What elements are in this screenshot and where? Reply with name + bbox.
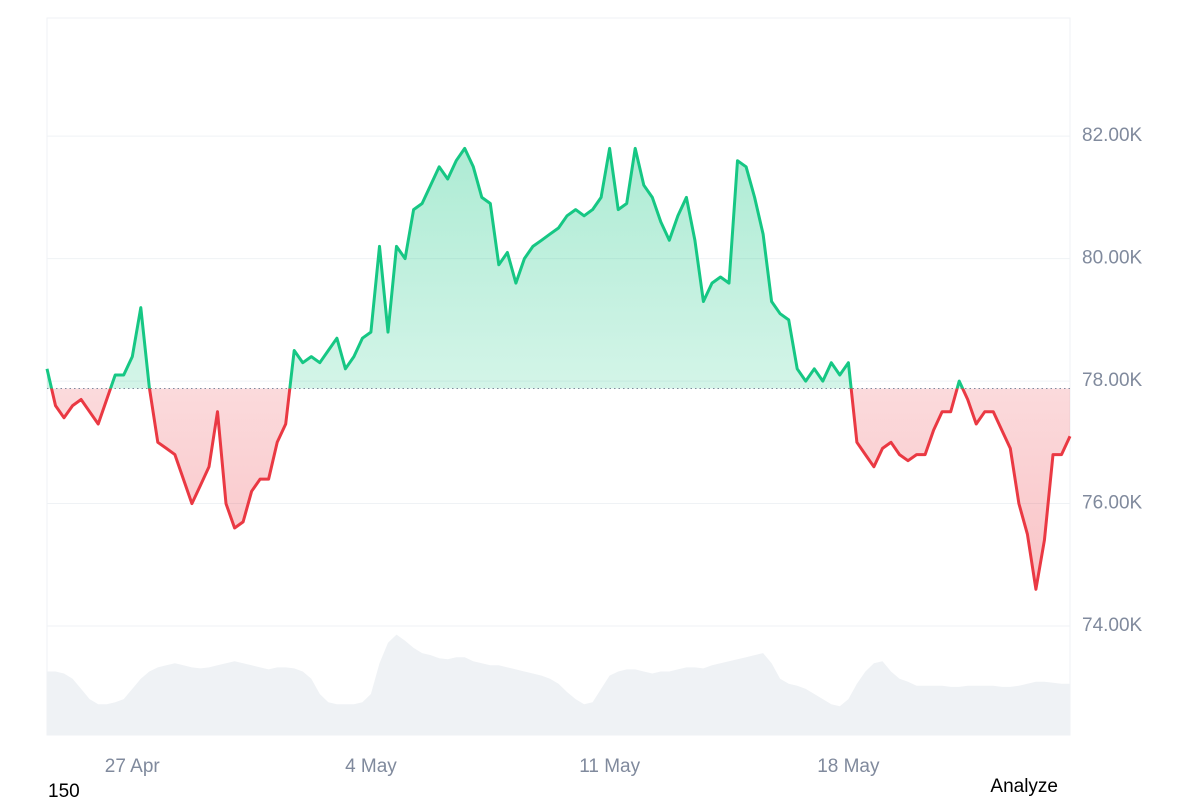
y-tick-label: 80.00K [1082, 248, 1143, 269]
x-tick-label: 18 May [817, 756, 880, 777]
x-tick-label: 27 Apr [105, 756, 161, 777]
y-tick-label: 74.00K [1082, 615, 1143, 636]
x-tick-label: 11 May [579, 756, 640, 777]
y-tick-label: 76.00K [1082, 493, 1143, 514]
volume-area [47, 634, 1070, 735]
x-tick-label: 4 May [345, 756, 397, 777]
analyze-button[interactable]: Analyze [990, 776, 1058, 797]
price-line-up [45, 146, 965, 389]
price-line-down [49, 388, 1072, 591]
footer-text: 150 [48, 781, 80, 800]
y-tick-label: 78.00K [1082, 370, 1143, 391]
area-up [47, 148, 963, 389]
y-tick-label: 82.00K [1082, 125, 1143, 146]
